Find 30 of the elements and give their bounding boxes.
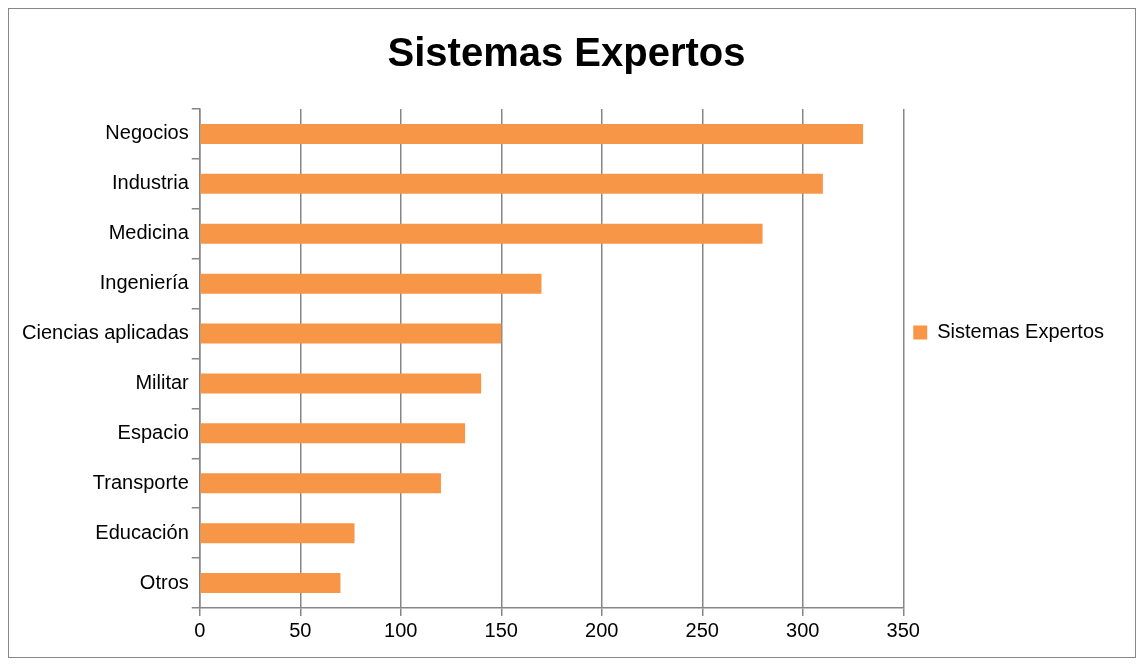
bar [200, 223, 763, 244]
x-tick-label: 250 [685, 618, 719, 641]
bar [200, 123, 864, 144]
y-tick-label: Militar [135, 370, 190, 393]
y-tick-label: Industria [112, 171, 190, 194]
y-tick-label: Ciencias aplicadas [21, 321, 189, 344]
bar [200, 323, 502, 344]
x-tick-label: 350 [886, 618, 920, 641]
x-tick-label: 100 [384, 618, 418, 641]
y-tick-label: Transporte [92, 470, 189, 493]
bar [200, 523, 355, 544]
bar [200, 423, 466, 444]
x-tick-label: 0 [194, 618, 206, 641]
bar [200, 273, 542, 294]
y-tick-label: Medicina [108, 221, 190, 244]
bar [200, 173, 823, 194]
chart-title: Sistemas Expertos [387, 30, 746, 75]
x-tick-label: 300 [786, 618, 820, 641]
y-tick-label: Otros [139, 570, 189, 593]
y-tick-label: Ingeniería [99, 271, 190, 294]
y-tick-label: Educación [95, 520, 189, 543]
x-tick-label: 200 [585, 618, 619, 641]
x-tick-label: 150 [484, 618, 518, 641]
bar [200, 473, 441, 494]
y-tick-label: Negocios [105, 121, 189, 144]
legend-label: Sistemas Expertos [937, 320, 1105, 343]
y-tick-label: Espacio [117, 420, 189, 443]
bar [200, 373, 482, 394]
x-tick-label: 50 [289, 618, 312, 641]
bar [200, 573, 341, 594]
